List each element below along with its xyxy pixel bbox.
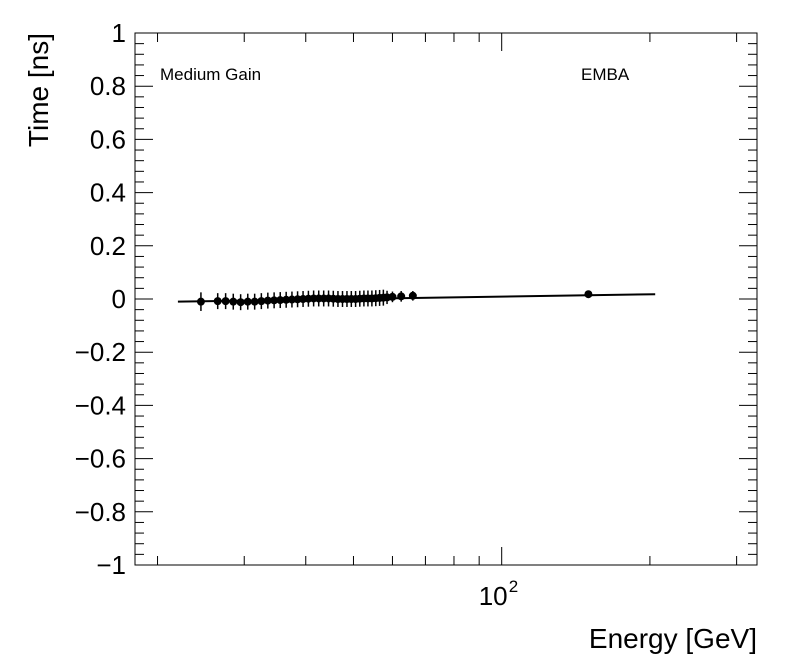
data-point [213, 297, 222, 306]
x-axis-title: Energy [GeV] [589, 623, 757, 654]
data-point [250, 297, 259, 306]
data-point [257, 297, 266, 306]
x-tick-label-base: 10 [479, 581, 508, 611]
y-tick-label: −0.4 [75, 390, 126, 420]
data-point [282, 295, 291, 304]
annotation-emba: EMBA [581, 65, 630, 84]
data-point [388, 292, 397, 301]
data-point [196, 297, 205, 306]
data-point [243, 297, 252, 306]
data-point [276, 296, 285, 305]
y-tick-label: −0.6 [75, 444, 126, 474]
y-tick-label: 0 [112, 284, 126, 314]
y-tick-label: −0.2 [75, 337, 126, 367]
data-point [397, 292, 406, 301]
data-point [221, 297, 230, 306]
y-axis-title: Time [ns] [23, 33, 54, 147]
data-points-layer [196, 289, 593, 311]
data-point [287, 295, 296, 304]
data-point [408, 291, 417, 300]
y-tick-label: 0.4 [90, 178, 126, 208]
y-tick-label: 0.6 [90, 124, 126, 154]
x-tick-label-exponent: 2 [509, 577, 518, 596]
y-tick-label: −1 [96, 550, 126, 580]
y-tick-labels: 1 0.8 0.6 0.4 0.2 0 −0.2 −0.4 −0.6 −0.8 −1 [75, 18, 126, 580]
data-point [229, 297, 238, 306]
x-tick-labels: 10 2 [479, 577, 518, 611]
y-tick-label: 0.8 [90, 71, 126, 101]
axis-ticks [135, 32, 757, 566]
data-point [263, 296, 272, 305]
y-tick-label: −0.8 [75, 497, 126, 527]
data-point [584, 290, 593, 299]
y-tick-label: 1 [112, 18, 126, 48]
data-point [270, 296, 279, 305]
y-tick-label: 0.2 [90, 231, 126, 261]
data-point [236, 298, 245, 307]
annotation-medium-gain: Medium Gain [160, 65, 261, 84]
